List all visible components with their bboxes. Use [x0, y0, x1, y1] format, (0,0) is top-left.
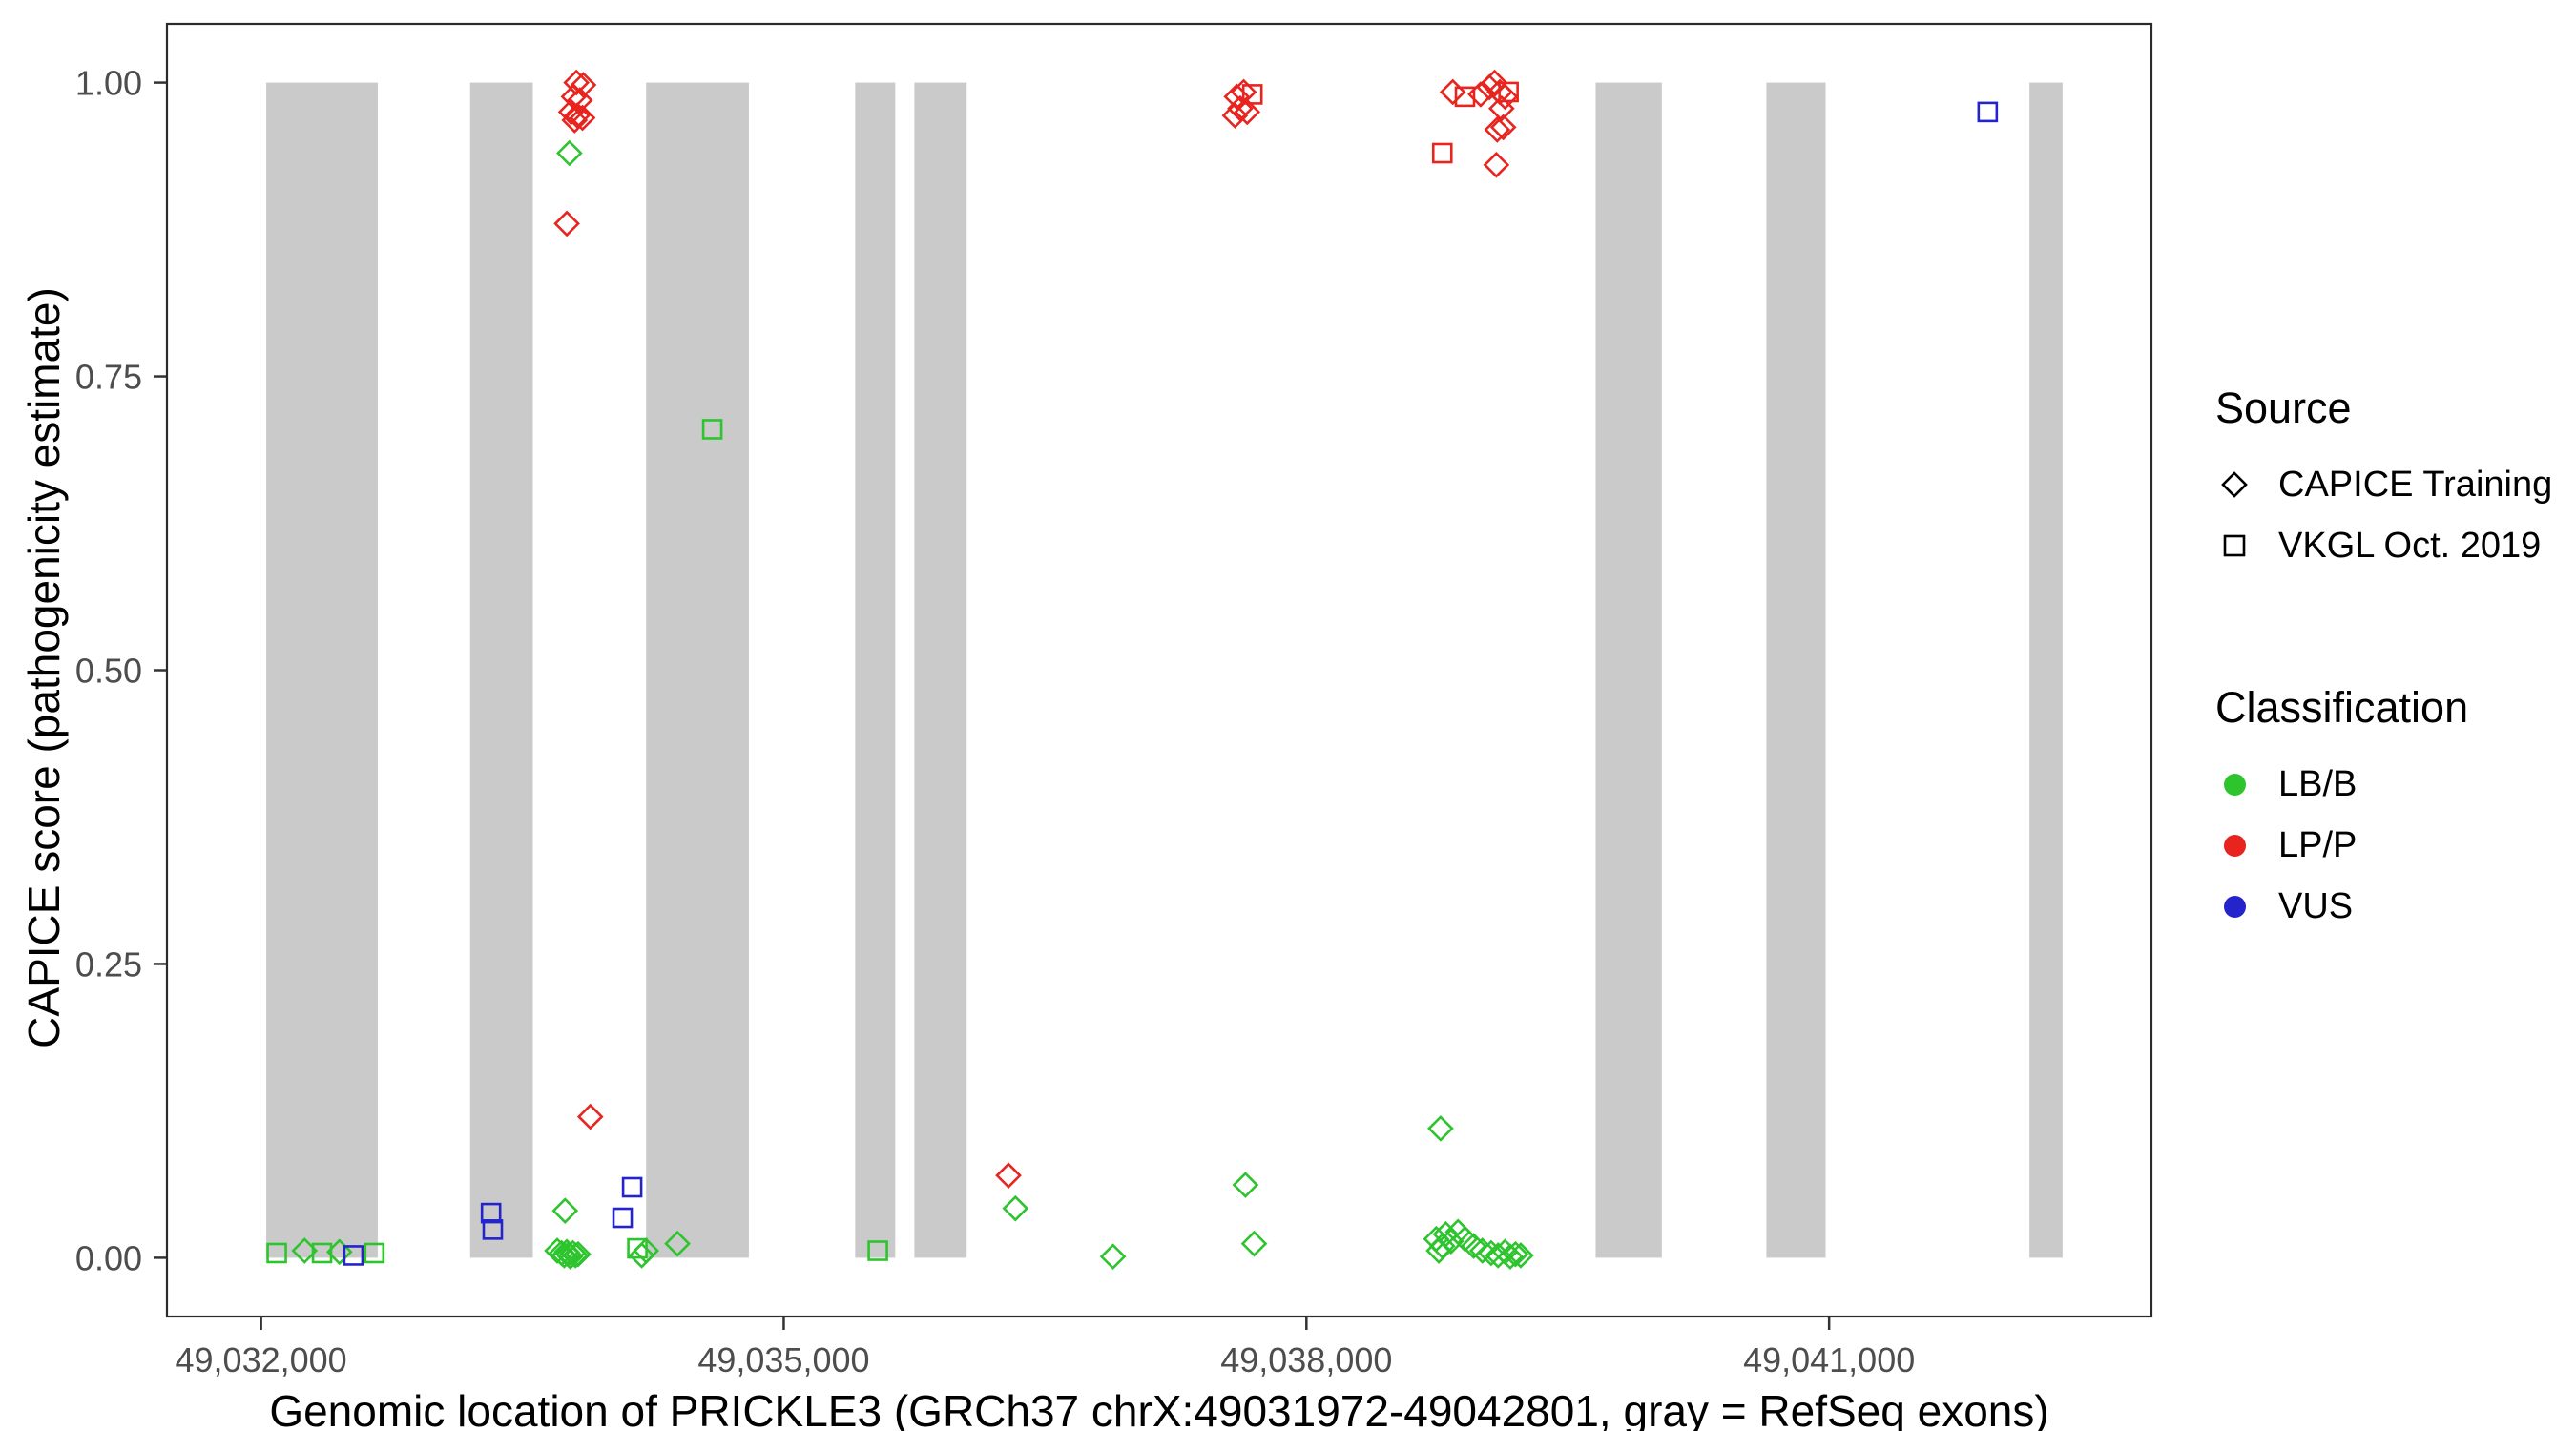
- legend-item-label: LB/B: [2278, 763, 2358, 804]
- axes: 49,032,000 49,035,000 49,038,000 49,041,000…: [75, 22, 2153, 1379]
- legend-item-vus: VUS: [2215, 876, 2552, 937]
- data-point: [633, 1237, 660, 1264]
- data-point: [1432, 1220, 1460, 1248]
- data-point: [1425, 1237, 1452, 1264]
- data-point: [482, 1219, 504, 1240]
- data-point: [1468, 1237, 1496, 1264]
- data-point: [1483, 151, 1510, 178]
- data-point: [564, 102, 591, 129]
- data-point: [364, 1242, 385, 1264]
- data-point: [325, 1238, 353, 1266]
- data-point: [995, 1162, 1022, 1190]
- x-tick-label: 49,041,000: [1743, 1340, 1915, 1379]
- exon-band: [646, 82, 749, 1258]
- x-tick-label: 49,038,000: [1220, 1340, 1392, 1379]
- data-points: [266, 69, 1999, 1271]
- data-point: [557, 98, 585, 126]
- red-dot-icon: [2215, 826, 2254, 864]
- legend-item-vkgl: VKGL Oct. 2019: [2215, 515, 2552, 576]
- data-point: [563, 69, 590, 96]
- legend-item-capice-training: CAPICE Training: [2215, 454, 2552, 515]
- x-tick-label: 49,035,000: [697, 1340, 869, 1379]
- data-point: [1977, 101, 1999, 123]
- blue-dot-icon: [2215, 887, 2254, 925]
- data-point: [1491, 83, 1519, 111]
- data-point: [1431, 142, 1453, 164]
- green-dot-icon: [2215, 765, 2254, 803]
- x-axis-title: Genomic location of PRICKLE3 (GRCh37 chr…: [269, 1386, 2049, 1431]
- exon-band: [266, 82, 378, 1258]
- data-point: [551, 1197, 579, 1224]
- panel-border: [165, 22, 2153, 1318]
- data-point: [612, 1207, 634, 1229]
- square-marker-icon: [2215, 527, 2254, 565]
- data-point: [1489, 114, 1517, 141]
- y-tick-label: 0.75: [75, 358, 142, 397]
- exon-band: [914, 82, 967, 1258]
- data-point: [701, 419, 723, 440]
- data-point: [1439, 78, 1466, 106]
- exon-bands: [266, 82, 2063, 1258]
- y-tick-label: 0.00: [75, 1238, 142, 1277]
- data-point: [566, 87, 593, 114]
- data-point: [565, 1240, 592, 1268]
- data-point: [664, 1230, 691, 1257]
- data-point: [1460, 1233, 1487, 1259]
- data-point: [576, 1103, 604, 1130]
- y-tick-label: 0.25: [75, 944, 142, 984]
- data-point: [1234, 98, 1261, 126]
- data-point: [1227, 94, 1254, 122]
- data-point: [1488, 94, 1515, 122]
- data-point: [867, 1240, 888, 1261]
- y-axis-title: CAPICE score (pathogenicity estimate): [19, 287, 69, 1048]
- legend: Source CAPICE Training VKGL Oct. 2019 Cl…: [2215, 384, 2552, 937]
- data-point: [1221, 102, 1249, 129]
- legend-item-label: CAPICE Training: [2278, 464, 2553, 505]
- data-point: [1232, 1172, 1259, 1198]
- legend-item-label: VKGL Oct. 2019: [2278, 525, 2542, 566]
- legend-item-label: LP/P: [2278, 824, 2358, 865]
- data-point: [1478, 1239, 1505, 1267]
- data-point: [1438, 1228, 1465, 1255]
- exon-band: [469, 82, 533, 1258]
- data-point: [1498, 81, 1519, 103]
- exon-band: [855, 82, 896, 1258]
- data-point: [1454, 86, 1476, 108]
- exon-band: [1595, 82, 1662, 1258]
- data-point: [1241, 84, 1263, 105]
- data-point: [1484, 116, 1511, 143]
- data-point: [311, 1242, 333, 1264]
- data-point: [343, 1245, 364, 1266]
- data-point: [556, 139, 583, 167]
- data-point: [561, 107, 589, 134]
- data-point: [1502, 1240, 1529, 1268]
- diamond-marker-icon: [2215, 466, 2254, 504]
- legend-item-lpp: LP/P: [2215, 815, 2552, 876]
- data-point: [569, 104, 596, 132]
- legend-item-lbb: LB/B: [2215, 754, 2552, 815]
- data-point: [621, 1176, 643, 1198]
- data-point: [1002, 1194, 1029, 1222]
- legend-classification-title: Classification: [2215, 683, 2469, 732]
- legend-source-title: Source: [2215, 384, 2352, 432]
- data-point: [553, 210, 580, 238]
- data-point: [1099, 1243, 1127, 1271]
- data-point: [1427, 1115, 1454, 1142]
- legend-spacer: [2215, 576, 2552, 683]
- y-tick-label: 1.00: [75, 64, 142, 103]
- exon-band: [2029, 82, 2063, 1258]
- data-point: [480, 1202, 502, 1224]
- data-point: [266, 1242, 287, 1264]
- exon-band: [1766, 82, 1826, 1258]
- legend-item-label: VUS: [2278, 885, 2354, 926]
- data-point: [1240, 1230, 1268, 1257]
- data-point: [1507, 1242, 1534, 1269]
- data-point: [1467, 81, 1494, 108]
- y-tick-label: 0.50: [75, 652, 142, 691]
- data-point: [1497, 1243, 1524, 1271]
- x-tick-label: 49,032,000: [176, 1340, 347, 1379]
